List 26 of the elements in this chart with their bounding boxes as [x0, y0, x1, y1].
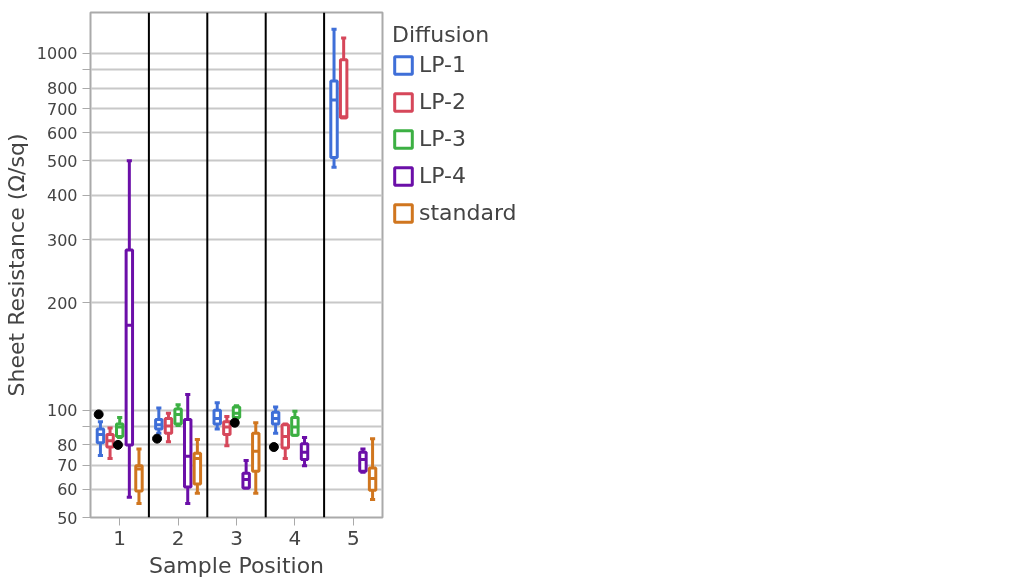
- y-tick-label: 60: [57, 480, 78, 500]
- x-tick-label: 3: [230, 525, 243, 550]
- y-tick-label: 300: [46, 230, 78, 250]
- y-tick-label: 1000: [36, 44, 78, 64]
- x-tick-label: 5: [346, 525, 360, 550]
- legend-label: LP-1: [419, 52, 466, 77]
- x-tick-label: 4: [288, 525, 302, 550]
- legend-label: LP-4: [419, 163, 466, 188]
- y-tick-label: 500: [46, 151, 78, 171]
- y-tick-label: 80: [57, 435, 78, 455]
- x-tick-label: 1: [113, 525, 127, 550]
- x-tick-label: 2: [171, 525, 185, 550]
- legend-label: LP-3: [419, 126, 466, 151]
- legend-title: Diffusion: [392, 22, 491, 47]
- y-tick-label: 400: [46, 186, 78, 206]
- x-axis-title: Sample Position: [148, 552, 325, 578]
- y-tick-label: 800: [46, 79, 78, 99]
- y-tick-label: 100: [46, 401, 78, 421]
- y-tick-label: 200: [46, 293, 78, 313]
- y-tick-label: 50: [57, 508, 78, 528]
- y-tick-label: 700: [46, 99, 78, 119]
- legend-label: LP-2: [419, 89, 466, 114]
- y-tick-label: 70: [57, 456, 78, 476]
- legend-label: standard: [419, 200, 517, 225]
- y-tick-label: 600: [46, 123, 78, 143]
- y-axis-title: Sheet Resistance (Ω/sq): [3, 133, 29, 397]
